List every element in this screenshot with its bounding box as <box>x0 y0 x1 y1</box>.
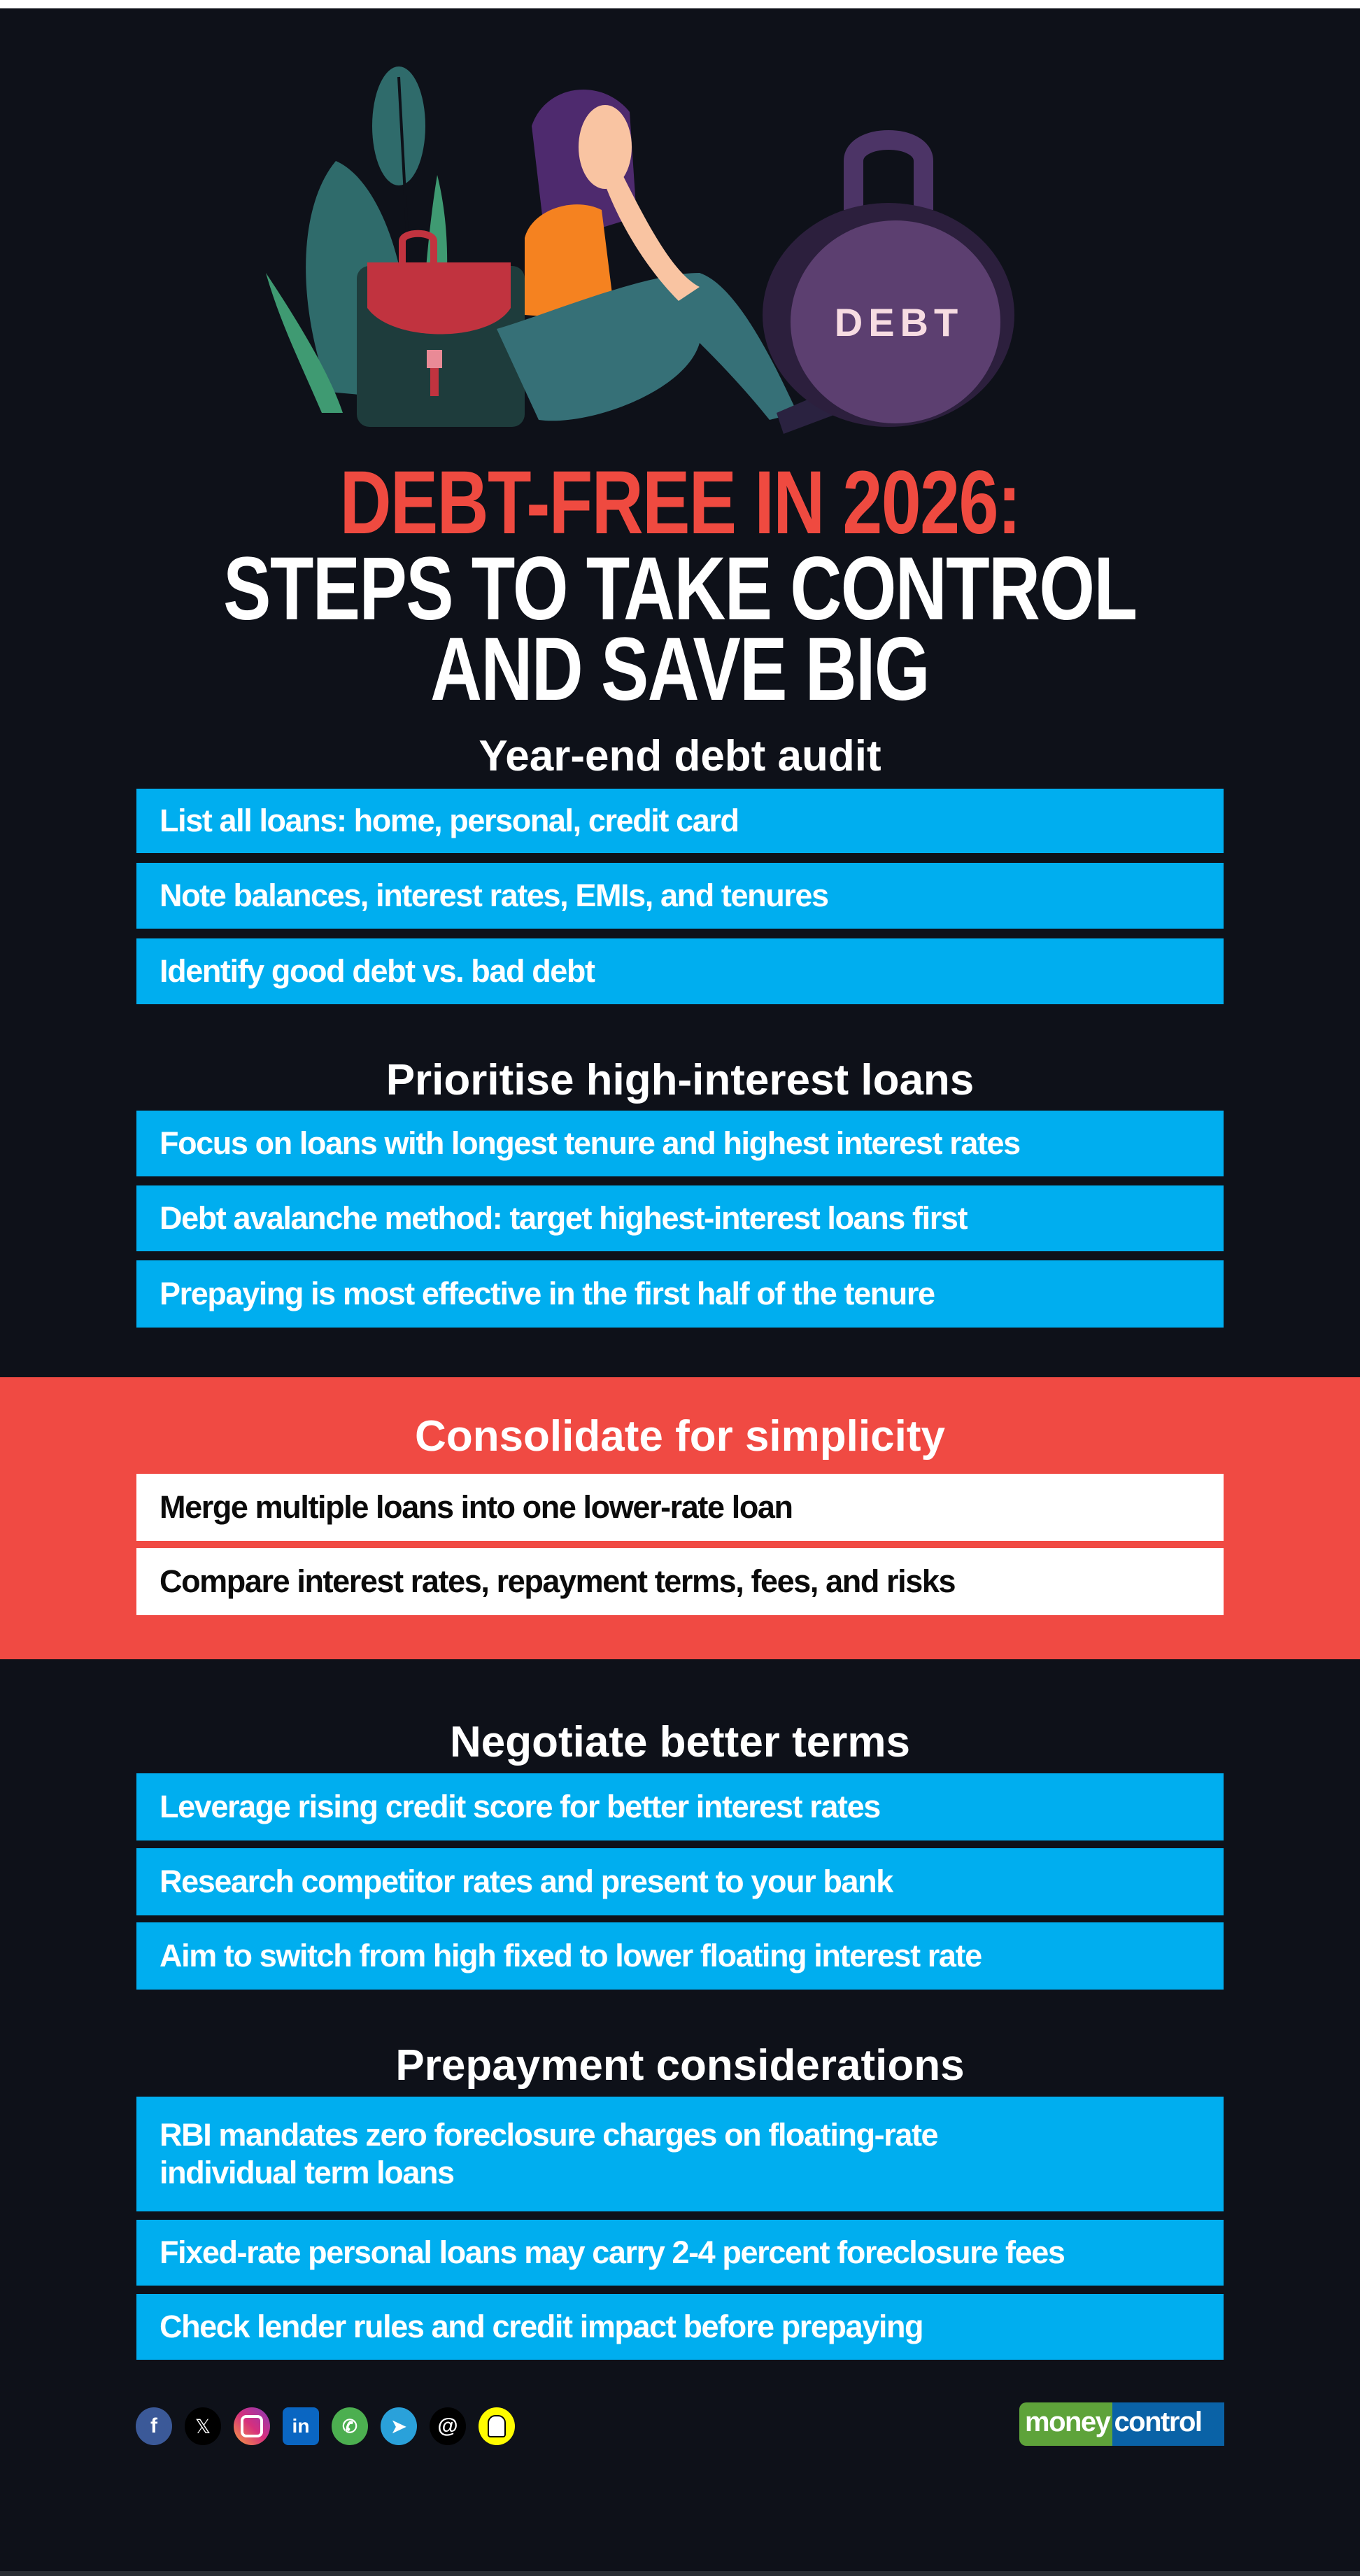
title-text: STEPS TO TAKE CONTROL <box>223 539 1138 639</box>
whatsapp-icon[interactable]: ✆ <box>332 2407 368 2445</box>
logo-part-control: control <box>1112 2402 1224 2446</box>
list-item: Focus on loans with longest tenure and h… <box>136 1111 1224 1176</box>
section-heading-consolidate: Consolidate for simplicity <box>415 1412 945 1461</box>
logo-part-money: money <box>1019 2402 1113 2446</box>
debt-stress-illustration: DEBT <box>266 66 1014 434</box>
section-heading-negotiate: Negotiate better terms <box>449 1718 911 1766</box>
snapchat-icon[interactable] <box>479 2407 515 2445</box>
debt-kettlebell-icon: DEBT <box>763 130 1014 427</box>
list-item: Research competitor rates and present to… <box>136 1848 1224 1915</box>
section-heading-prioritise: Prioritise high-interest loans <box>385 1056 975 1104</box>
list-item: Note balances, interest rates, EMIs, and… <box>136 863 1224 929</box>
section-heading-debt-audit: Year-end debt audit <box>479 732 881 780</box>
kettlebell-label: DEBT <box>835 300 963 344</box>
instagram-icon[interactable] <box>234 2407 270 2445</box>
threads-icon[interactable]: @ <box>430 2407 466 2445</box>
woman-figure-icon <box>497 89 840 434</box>
x-icon[interactable]: 𝕏 <box>185 2407 221 2445</box>
briefcase-icon <box>357 230 525 427</box>
list-item: Leverage rising credit score for better … <box>136 1773 1224 1840</box>
list-item: Aim to switch from high fixed to lower f… <box>136 1922 1224 1990</box>
list-item: Identify good debt vs. bad debt <box>136 938 1224 1004</box>
title-line-3: AND SAVE BIG <box>0 625 1360 715</box>
list-item: Debt avalanche method: target highest-in… <box>136 1185 1224 1251</box>
moneycontrol-logo: money control <box>1019 2402 1224 2446</box>
telegram-icon[interactable]: ➤ <box>381 2407 417 2445</box>
bottom-border <box>0 2571 1360 2576</box>
list-item: Compare interest rates, repayment terms,… <box>136 1548 1224 1615</box>
social-links: f 𝕏 in ✆ ➤ @ <box>136 2407 515 2445</box>
list-item: Check lender rules and credit impact bef… <box>136 2294 1224 2360</box>
list-item: Fixed-rate personal loans may carry 2-4 … <box>136 2220 1224 2286</box>
list-item: RBI mandates zero foreclosure charges on… <box>136 2097 1224 2211</box>
list-item: Prepaying is most effective in the first… <box>136 1260 1224 1328</box>
list-item: Merge multiple loans into one lower-rate… <box>136 1474 1224 1541</box>
facebook-icon[interactable]: f <box>136 2407 172 2445</box>
title-text: AND SAVE BIG <box>430 619 930 719</box>
title-text: DEBT-FREE IN 2026: <box>339 453 1021 553</box>
title-line-2: STEPS TO TAKE CONTROL <box>0 544 1360 634</box>
linkedin-icon[interactable]: in <box>283 2407 319 2445</box>
title-line-1: DEBT-FREE IN 2026: <box>0 458 1360 548</box>
section-heading-prepayment: Prepayment considerations <box>395 2041 965 2090</box>
list-item: List all loans: home, personal, credit c… <box>136 789 1224 853</box>
